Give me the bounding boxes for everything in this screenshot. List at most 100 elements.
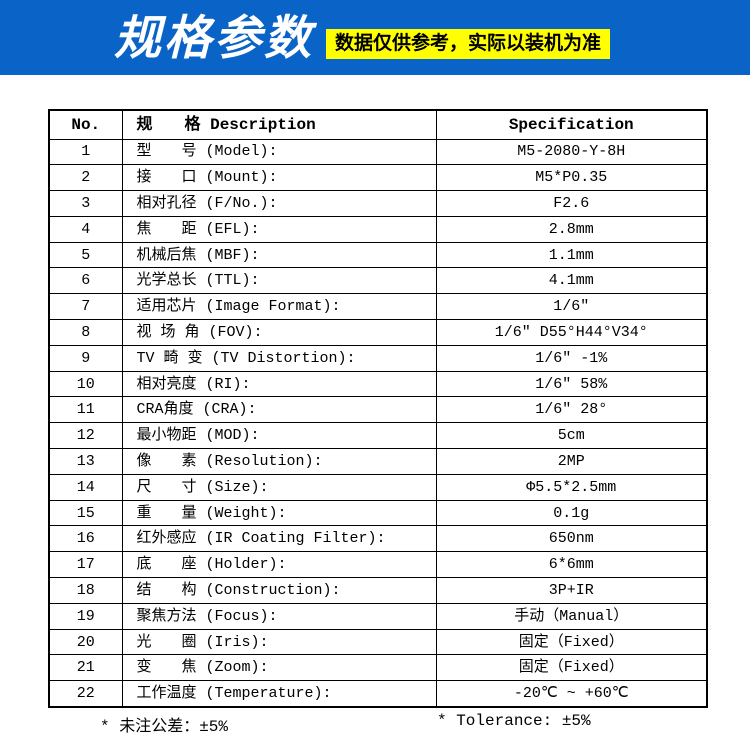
disclaimer-badge: 数据仅供参考，实际以装机为准 [326, 28, 611, 59]
table-row: 11 CRA角度 (CRA): 1/6″ 28° [48, 396, 708, 424]
table-row: 10 相对亮度 (RI): 1/6″ 58% [48, 370, 708, 398]
tolerance-note-cn: * 未注公差：±5% [100, 718, 229, 736]
row-number: 15 [48, 499, 123, 527]
row-description: 焦 距 (EFL): [121, 215, 437, 243]
banner: 规格参数 数据仅供参考，实际以装机为准 [0, 0, 750, 75]
header-row: No. 规 格 Description Specification [48, 109, 708, 140]
table-row: 14 尺 寸 (Size): Φ5.5*2.5mm [48, 473, 708, 501]
row-description: 相对孔径 (F/No.): [121, 190, 437, 217]
row-number: 4 [48, 215, 123, 243]
row-description: 聚焦方法 (Focus): [121, 602, 437, 630]
row-number: 9 [48, 344, 123, 372]
row-number: 17 [48, 551, 123, 579]
table-row: 19 聚焦方法 (Focus): 手动（Manual） [48, 602, 708, 630]
row-description: TV 畸 变 (TV Distortion): [121, 344, 437, 372]
row-specification: 1/6″ 58% [435, 370, 708, 398]
row-description: 像 素 (Resolution): [121, 448, 437, 475]
row-description: 适用芯片 (Image Format): [121, 293, 437, 321]
row-number: 8 [48, 319, 123, 346]
row-specification: 2.8mm [435, 215, 708, 243]
table-row: 18 结 构 (Construction): 3P+IR [48, 577, 708, 604]
row-number: 13 [48, 448, 123, 475]
table-row: 3 相对孔径 (F/No.): F2.6 [48, 190, 708, 217]
row-number: 20 [48, 628, 123, 656]
row-specification: M5-2080-Y-8H [435, 138, 708, 166]
row-specification: 6*6mm [435, 551, 708, 579]
header-no: No. [48, 109, 123, 140]
row-description: 尺 寸 (Size): [121, 473, 437, 501]
row-specification: 0.1g [435, 499, 708, 527]
row-description: 工作温度 (Temperature): [121, 680, 437, 708]
table-row: 13 像 素 (Resolution): 2MP [48, 448, 708, 475]
table-row: 7 适用芯片 (Image Format): 1/6″ [48, 293, 708, 321]
row-description: 红外感应 (IR Coating Filter): [121, 525, 437, 553]
row-number: 10 [48, 370, 123, 398]
table-row: 9 TV 畸 变 (TV Distortion): 1/6″ -1% [48, 344, 708, 372]
row-specification: F2.6 [435, 190, 708, 217]
tolerance-note-en: * Tolerance: ±5% [437, 712, 591, 730]
row-number: 18 [48, 577, 123, 604]
row-specification: 手动（Manual） [435, 602, 708, 630]
row-specification: 固定（Fixed） [435, 628, 708, 656]
table-row: 20 光 圈 (Iris): 固定（Fixed） [48, 628, 708, 656]
row-number: 19 [48, 602, 123, 630]
row-specification: 1/6″ D55°H44°V34° [435, 319, 708, 346]
row-description: 底 座 (Holder): [121, 551, 437, 579]
spec-table-head: No. 规 格 Description Specification [48, 109, 708, 140]
row-description: 变 焦 (Zoom): [121, 654, 437, 682]
row-specification: -20℃ ~ +60℃ [435, 680, 708, 708]
table-row: 17 底 座 (Holder): 6*6mm [48, 551, 708, 579]
row-description: 接 口 (Mount): [121, 164, 437, 192]
row-specification: 4.1mm [435, 267, 708, 295]
row-number: 5 [48, 241, 123, 269]
row-description: 视 场 角 (FOV): [121, 319, 437, 346]
row-number: 2 [48, 164, 123, 192]
table-row: 6 光学总长 (TTL): 4.1mm [48, 267, 708, 295]
row-description: CRA角度 (CRA): [121, 396, 437, 424]
row-specification: 650nm [435, 525, 708, 553]
row-description: 型 号 (Model): [121, 138, 437, 166]
row-specification: Φ5.5*2.5mm [435, 473, 708, 501]
row-description: 结 构 (Construction): [121, 577, 437, 604]
row-specification: 3P+IR [435, 577, 708, 604]
row-specification: 固定（Fixed） [435, 654, 708, 682]
header-description: 规 格 Description [121, 109, 437, 140]
spec-table: No. 规 格 Description Specification 1 型 号 … [48, 109, 708, 708]
row-description: 重 量 (Weight): [121, 499, 437, 527]
row-description: 机械后焦 (MBF): [121, 241, 437, 269]
table-row: 22 工作温度 (Temperature): -20℃ ~ +60℃ [48, 680, 708, 708]
spec-table-body: 1 型 号 (Model): M5-2080-Y-8H 2 接 口 (Mount… [48, 138, 708, 708]
table-row: 4 焦 距 (EFL): 2.8mm [48, 215, 708, 243]
table-row: 15 重 量 (Weight): 0.1g [48, 499, 708, 527]
table-row: 1 型 号 (Model): M5-2080-Y-8H [48, 138, 708, 166]
row-description: 相对亮度 (RI): [121, 370, 437, 398]
table-row: 5 机械后焦 (MBF): 1.1mm [48, 241, 708, 269]
table-row: 2 接 口 (Mount): M5*P0.35 [48, 164, 708, 192]
row-number: 14 [48, 473, 123, 501]
table-row: 8 视 场 角 (FOV): 1/6″ D55°H44°V34° [48, 319, 708, 346]
header-specification: Specification [435, 109, 708, 140]
row-number: 6 [48, 267, 123, 295]
table-row: 21 变 焦 (Zoom): 固定（Fixed） [48, 654, 708, 682]
row-specification: 1/6″ [435, 293, 708, 321]
row-specification: 2MP [435, 448, 708, 475]
row-number: 12 [48, 422, 123, 450]
row-specification: M5*P0.35 [435, 164, 708, 192]
row-specification: 1/6″ 28° [435, 396, 708, 424]
row-description: 光 圈 (Iris): [121, 628, 437, 656]
row-number: 11 [48, 396, 123, 424]
page-title: 规格参数 [114, 11, 314, 64]
row-specification: 1.1mm [435, 241, 708, 269]
row-number: 22 [48, 680, 123, 708]
table-row: 12 最小物距 (MOD): 5cm [48, 422, 708, 450]
row-number: 3 [48, 190, 123, 217]
row-specification: 1/6″ -1% [435, 344, 708, 372]
row-number: 7 [48, 293, 123, 321]
row-description: 最小物距 (MOD): [121, 422, 437, 450]
row-number: 21 [48, 654, 123, 682]
row-number: 16 [48, 525, 123, 553]
table-row: 16 红外感应 (IR Coating Filter): 650nm [48, 525, 708, 553]
row-number: 1 [48, 138, 123, 166]
row-description: 光学总长 (TTL): [121, 267, 437, 295]
